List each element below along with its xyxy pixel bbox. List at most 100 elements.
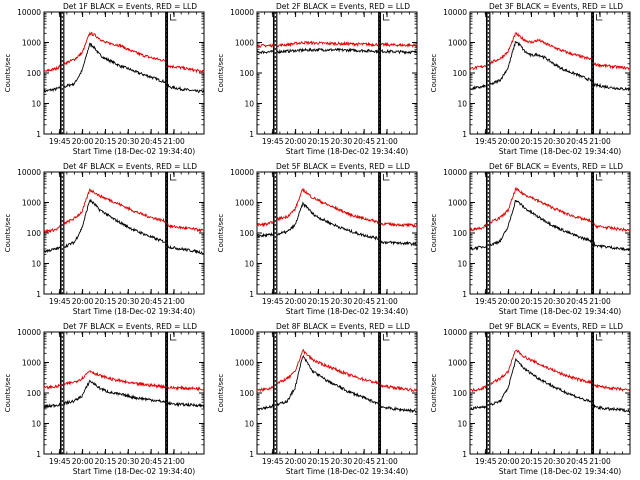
x-axis-label: Start Time (18-Dec-02 19:34:40) [73, 467, 195, 476]
x-tick-label: 19:45 [49, 297, 71, 306]
x-tick-label: 21:00 [163, 297, 185, 306]
x-tick-label: 20:30 [544, 457, 566, 466]
x-axis-label: Start Time (18-Dec-02 19:34:40) [286, 467, 408, 476]
y-tick-label: 100 [27, 229, 42, 238]
plot-frame [469, 331, 631, 455]
y-tick-label: 1 [36, 130, 41, 139]
x-tick-label: 20:00 [498, 457, 520, 466]
y-tick-label: 10000 [17, 328, 41, 337]
y-tick-label: 10000 [17, 8, 41, 17]
series-lld-line [257, 40, 418, 48]
x-axis-label: Start Time (18-Dec-02 19:34:40) [73, 307, 195, 316]
panel-7: Det 7F BLACK = Events, RED = LLD 1 10 100 10… [4, 322, 205, 476]
plot-frame [43, 171, 205, 295]
plot-frame [43, 331, 205, 455]
x-tick-label: 19:45 [475, 137, 497, 146]
y-tick-label: 1 [249, 290, 254, 299]
series-lld-line [43, 188, 205, 234]
x-tick-label: 20:30 [544, 137, 566, 146]
y-tick-label: 1 [36, 450, 41, 459]
y-tick-label: 1 [249, 450, 254, 459]
panel-title: Det 6F BLACK = Events, RED = LLD [489, 162, 623, 171]
y-tick-label: 10 [31, 100, 41, 109]
panel-6: Det 6F BLACK = Events, RED = LLD 1 10 100 10… [430, 162, 631, 316]
y-tick-label: 1000 [235, 199, 254, 208]
series-events-line [469, 200, 630, 252]
panel-8: Det 8F BLACK = Events, RED = LLD 1 10 100 10… [217, 322, 418, 476]
corner-mark [596, 14, 603, 21]
x-tick-label: 20:45 [566, 137, 588, 146]
x-tick-label: 20:45 [353, 297, 375, 306]
x-tick-label: 20:15 [521, 137, 543, 146]
x-tick-label: 20:00 [285, 297, 307, 306]
corner-mark [596, 174, 603, 181]
y-tick-label: 1000 [235, 39, 254, 48]
x-tick-label: 20:15 [308, 457, 330, 466]
x-tick-label: 21:00 [163, 137, 185, 146]
y-tick-label: 10000 [230, 8, 254, 17]
y-axis-label: Counts/sec [430, 54, 438, 93]
y-tick-label: 10 [457, 100, 467, 109]
x-tick-label: 19:45 [262, 297, 284, 306]
x-axis-label: Start Time (18-Dec-02 19:34:40) [286, 147, 408, 156]
plot-frame [469, 11, 631, 135]
x-tick-label: 20:30 [118, 457, 140, 466]
panel-title: Det 7F BLACK = Events, RED = LLD [63, 322, 197, 331]
x-tick-label: 20:15 [308, 137, 330, 146]
x-axis-label: Start Time (18-Dec-02 19:34:40) [73, 147, 195, 156]
panel-9: Det 9F BLACK = Events, RED = LLD 1 10 100 10… [430, 322, 631, 476]
x-tick-label: 20:00 [498, 137, 520, 146]
y-tick-label: 1000 [448, 359, 467, 368]
y-tick-label: 10 [244, 420, 254, 429]
series-events-line [256, 47, 418, 55]
x-tick-label: 20:45 [140, 137, 162, 146]
y-tick-label: 10 [457, 420, 467, 429]
x-tick-label: 20:00 [285, 457, 307, 466]
x-tick-label: 20:45 [140, 457, 162, 466]
x-tick-label: 20:45 [353, 457, 375, 466]
panel-3: Det 3F BLACK = Events, RED = LLD 1 10 100 10… [430, 2, 631, 156]
x-tick-label: 19:45 [49, 457, 71, 466]
x-tick-label: 19:45 [49, 137, 71, 146]
y-tick-label: 10 [31, 420, 41, 429]
series-lld-line [256, 348, 418, 393]
y-axis-label: Counts/sec [217, 374, 225, 413]
y-axis-label: Counts/sec [4, 54, 12, 93]
panel-title: Det 1F BLACK = Events, RED = LLD [63, 2, 197, 11]
y-axis-label: Counts/sec [430, 374, 438, 413]
x-tick-label: 20:30 [118, 137, 140, 146]
y-tick-label: 1 [462, 130, 467, 139]
x-tick-label: 20:00 [72, 457, 94, 466]
panel-title: Det 9F BLACK = Events, RED = LLD [489, 322, 623, 331]
x-tick-label: 20:45 [566, 457, 588, 466]
panel-title: Det 5F BLACK = Events, RED = LLD [276, 162, 410, 171]
x-tick-label: 20:30 [544, 297, 566, 306]
series-lld-line [469, 349, 631, 393]
x-tick-label: 21:00 [589, 457, 611, 466]
x-tick-label: 19:45 [475, 297, 497, 306]
x-tick-label: 20:30 [331, 297, 353, 306]
y-tick-label: 1000 [235, 359, 254, 368]
x-tick-label: 20:30 [331, 137, 353, 146]
x-axis-label: Start Time (18-Dec-02 19:34:40) [499, 147, 621, 156]
corner-mark [383, 334, 390, 341]
series-events-line [43, 379, 205, 409]
x-tick-label: 21:00 [163, 457, 185, 466]
y-axis-label: Counts/sec [4, 374, 12, 413]
panel-5: Det 5F BLACK = Events, RED = LLD 1 10 100 10… [217, 162, 418, 316]
x-axis-label: Start Time (18-Dec-02 19:34:40) [499, 467, 621, 476]
series-lld-line [469, 186, 631, 233]
y-tick-label: 100 [453, 389, 468, 398]
y-tick-label: 10000 [230, 328, 254, 337]
plot-frame [256, 331, 418, 455]
y-tick-label: 1000 [22, 199, 41, 208]
y-tick-label: 10 [244, 100, 254, 109]
x-tick-label: 20:15 [521, 457, 543, 466]
y-tick-label: 100 [240, 389, 255, 398]
y-tick-label: 1000 [448, 199, 467, 208]
plot-frame [256, 11, 418, 135]
y-axis-label: Counts/sec [217, 54, 225, 93]
series-lld-line [43, 370, 205, 392]
y-tick-label: 10 [244, 260, 254, 269]
